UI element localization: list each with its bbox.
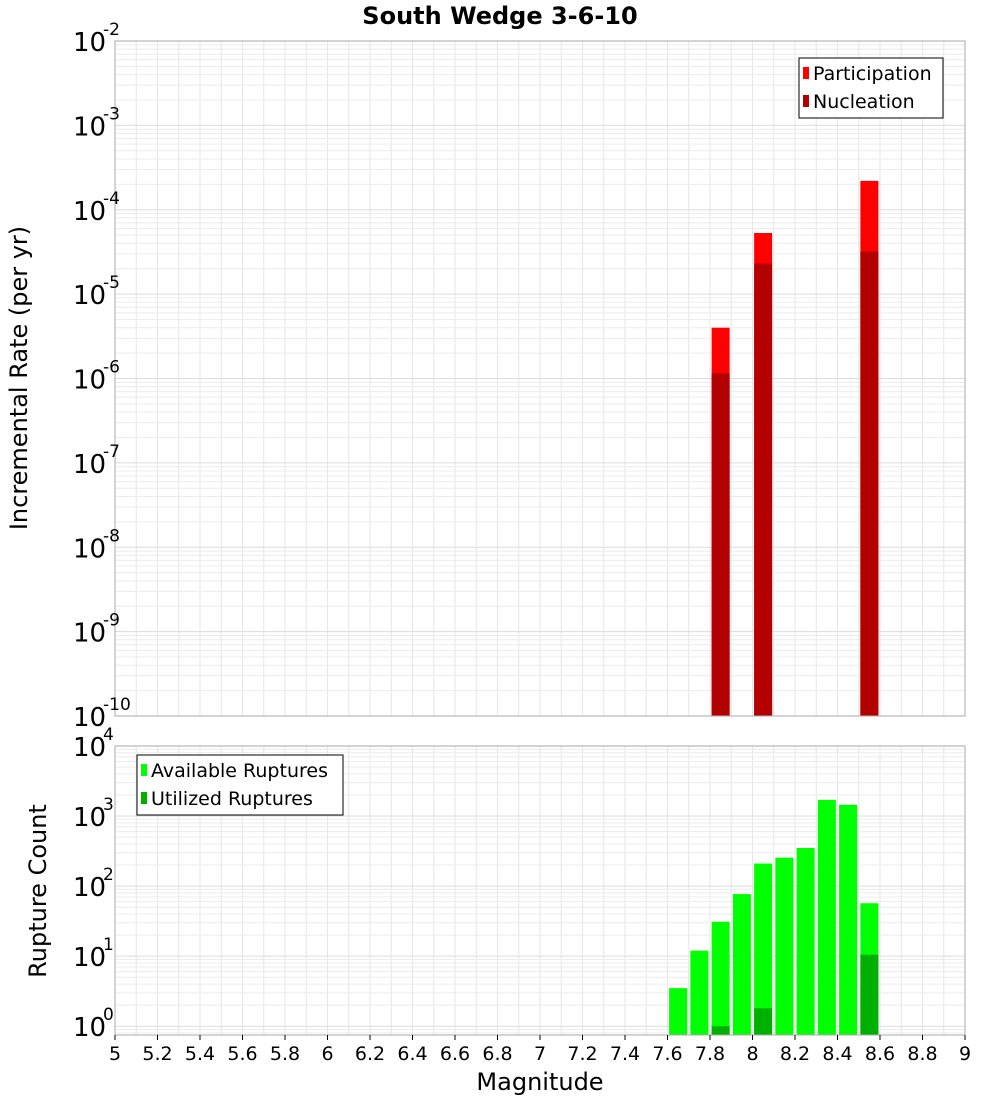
- bottom-y-axis-title: Rupture Count: [24, 804, 52, 978]
- bottom-bars: [669, 799, 879, 1035]
- bottom-bar-series0: [839, 804, 858, 1035]
- x-tick-label: 8.2: [780, 1043, 810, 1065]
- top-y-tick-label: 10: [73, 534, 106, 564]
- top-bar-series1: [711, 373, 730, 716]
- x-tick-label: 6: [321, 1043, 333, 1065]
- x-tick-label: 7.8: [695, 1043, 725, 1065]
- bottom-bar-series0: [732, 894, 751, 1035]
- top-legend: Participation Nucleation: [798, 57, 944, 119]
- top-y-tick-exponent: -10: [103, 695, 131, 715]
- bottom-legend-box: [136, 754, 344, 816]
- x-tick-label: 8.4: [822, 1043, 852, 1065]
- bottom-bar-series0: [796, 848, 815, 1035]
- x-tick-label: 7.4: [610, 1043, 640, 1065]
- bottom-y-tick-label: 10: [73, 803, 106, 833]
- top-y-tick-exponent: -6: [103, 358, 120, 378]
- bottom-legend-label: Available Ruptures: [151, 760, 328, 782]
- top-legend-box: [798, 57, 944, 119]
- x-tick-label: 5.6: [227, 1043, 257, 1065]
- top-legend-label: Nucleation: [813, 91, 915, 113]
- bottom-legend-swatch: [141, 792, 147, 804]
- bottom-y-tick-exponent: 1: [103, 935, 114, 955]
- x-tick-label: 7.2: [567, 1043, 597, 1065]
- top-y-tick-label: 10: [73, 281, 106, 311]
- top-y-tick-label: 10: [73, 112, 106, 142]
- x-tick-label: 5: [109, 1043, 121, 1065]
- bottom-bar-series1: [754, 1008, 773, 1035]
- x-tick-label: 7: [534, 1043, 546, 1065]
- bottom-y-tick-label: 10: [73, 873, 106, 903]
- x-tick-label: 6.6: [440, 1043, 470, 1065]
- x-tick-label: 6.4: [397, 1043, 427, 1065]
- bottom-y-tick-label: 10: [73, 943, 106, 973]
- bottom-legend: Available Ruptures Utilized Ruptures: [136, 754, 344, 816]
- x-tick-label: 8.6: [865, 1043, 895, 1065]
- top-y-tick-label: 10: [73, 28, 106, 58]
- top-y-tick-exponent: -8: [103, 526, 120, 546]
- x-tick-label: 6.8: [482, 1043, 512, 1065]
- top-y-tick-exponent: -2: [103, 20, 120, 40]
- bottom-bar-series0: [690, 950, 709, 1035]
- bottom-bar-series0: [669, 988, 688, 1035]
- top-y-tick-exponent: -3: [103, 104, 120, 124]
- bottom-legend-label: Utilized Ruptures: [151, 788, 313, 810]
- x-tick-label: 5.8: [270, 1043, 300, 1065]
- x-tick-label: 6.2: [355, 1043, 385, 1065]
- x-axis-title: Magnitude: [476, 1068, 603, 1096]
- x-tick-label: 7.6: [652, 1043, 682, 1065]
- bottom-y-tick-exponent: 0: [103, 1005, 114, 1025]
- bottom-y-tick-exponent: 2: [103, 865, 114, 885]
- x-tick-label: 8: [746, 1043, 758, 1065]
- top-y-tick-exponent: -5: [103, 273, 120, 293]
- top-legend-swatch: [803, 95, 809, 107]
- top-bar-series1: [754, 263, 773, 716]
- bottom-bar-series1: [711, 1026, 730, 1035]
- bottom-bar-series0: [775, 857, 794, 1035]
- x-tick-label: 9: [959, 1043, 971, 1065]
- top-y-tick-exponent: -7: [103, 442, 120, 462]
- bottom-y-tick-exponent: 4: [103, 725, 114, 745]
- top-y-tick-label: 10: [73, 703, 106, 733]
- bottom-bar-series0: [711, 921, 730, 1035]
- top-plot-frame: [114, 40, 966, 717]
- top-y-tick-label: 10: [73, 197, 106, 227]
- x-tick-label: 8.8: [907, 1043, 937, 1065]
- x-ticks: 5 5.2 5.4 5.6 5.8 6 6.2 6.4 6.6 6.8 7 7.2 7.4 7.6 7.8 8…: [109, 1035, 971, 1065]
- top-legend-swatch: [803, 67, 809, 79]
- bottom-legend-swatch: [141, 764, 147, 776]
- bottom-bar-series1: [860, 954, 879, 1035]
- top-y-tick-label: 10: [73, 450, 106, 480]
- top-y-tick-exponent: -9: [103, 611, 120, 631]
- x-tick-label: 5.4: [185, 1043, 215, 1065]
- bottom-y-tick-label: 10: [73, 733, 106, 763]
- bottom-bar-series0: [754, 863, 773, 1035]
- top-bar-series1: [860, 251, 879, 716]
- bottom-bar-series0: [817, 799, 836, 1035]
- top-y-axis-title: Incremental Rate (per yr): [5, 226, 33, 530]
- bottom-y-tick-label: 10: [73, 1013, 106, 1043]
- top-bars: [711, 180, 879, 716]
- top-legend-label: Participation: [813, 63, 932, 85]
- top-grid: [114, 41, 966, 717]
- top-y-tick-label: 10: [73, 619, 106, 649]
- chart-title: South Wedge 3-6-10: [362, 2, 637, 30]
- x-tick-label: 5.2: [142, 1043, 172, 1065]
- top-y-tick-exponent: -4: [103, 189, 120, 209]
- top-y-tick-label: 10: [73, 366, 106, 396]
- bottom-y-tick-exponent: 3: [103, 795, 114, 815]
